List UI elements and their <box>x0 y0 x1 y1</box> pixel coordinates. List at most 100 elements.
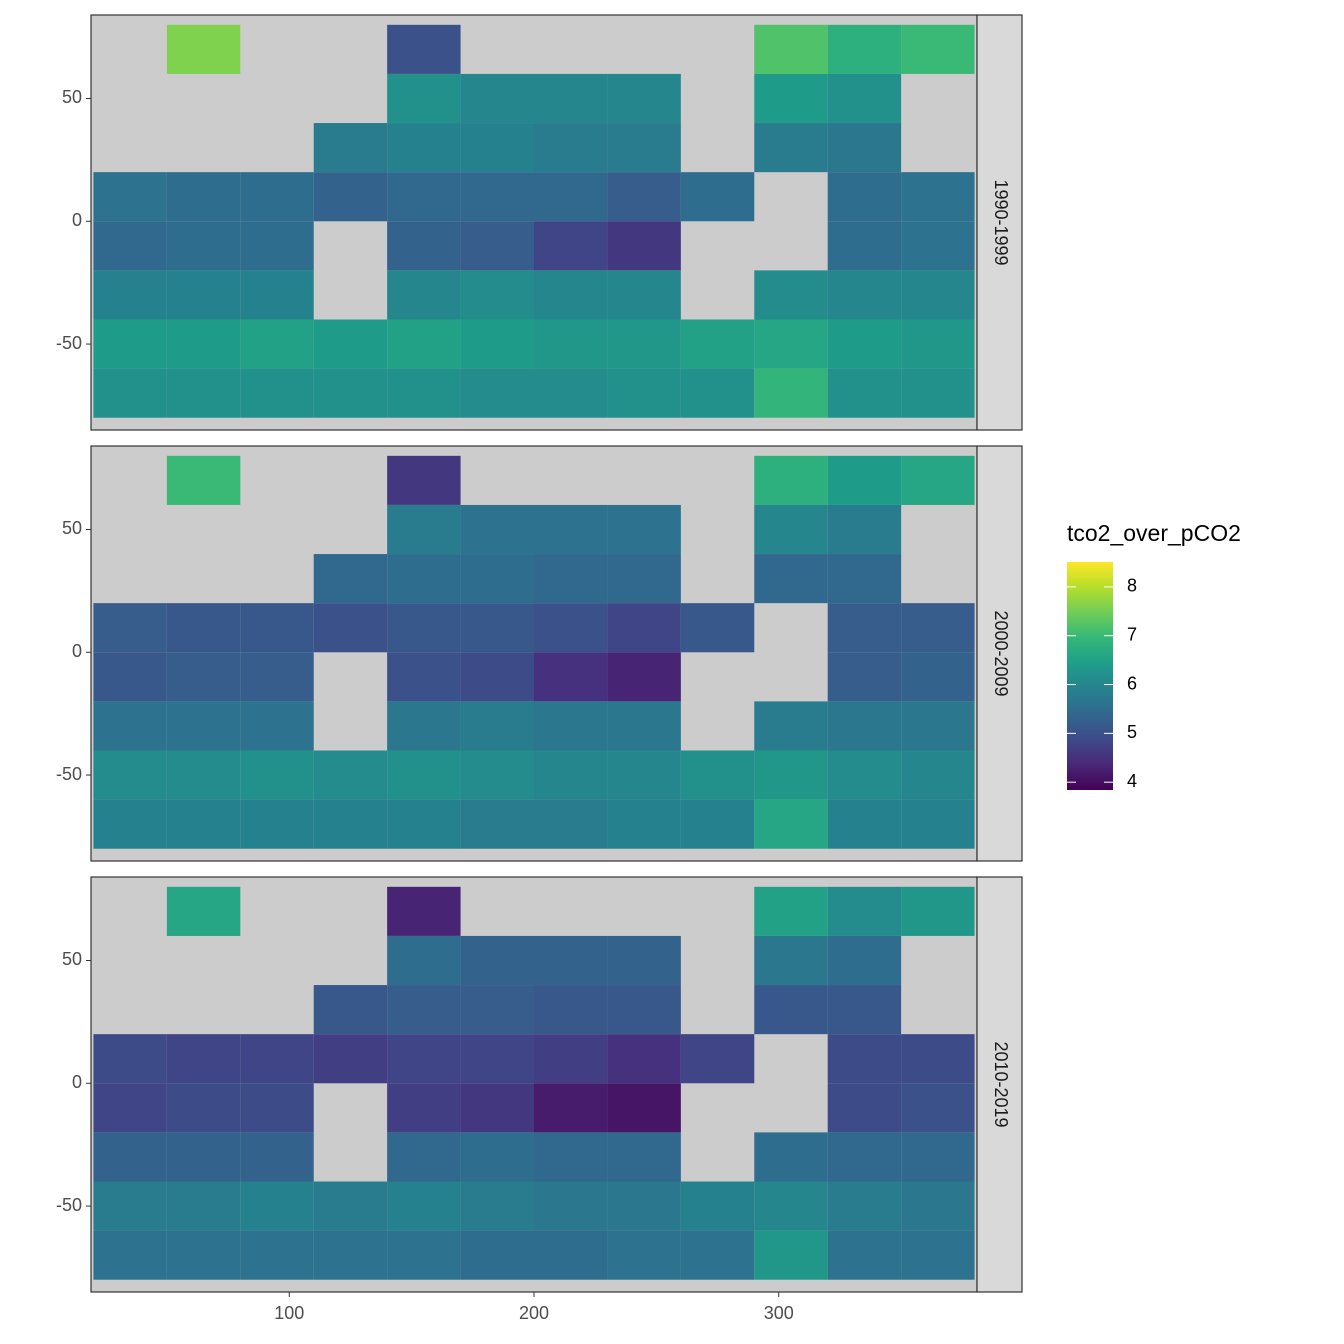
cell <box>387 554 461 604</box>
cell <box>313 603 388 653</box>
cell <box>93 799 167 849</box>
cell <box>754 935 828 986</box>
cell <box>534 750 608 800</box>
cell <box>387 701 461 751</box>
cell <box>901 701 975 751</box>
colorbar <box>1067 562 1113 790</box>
cell <box>166 1181 241 1231</box>
cell <box>754 1230 828 1280</box>
cell <box>387 123 461 173</box>
strip <box>976 876 1023 1293</box>
cell <box>901 886 975 936</box>
cell <box>460 750 534 800</box>
cell <box>680 319 755 369</box>
x-tick-label: 100 <box>274 1303 304 1323</box>
y-tick-label: -50 <box>56 1195 82 1215</box>
y-tick-label: 50 <box>62 518 82 538</box>
x-tick-label: 200 <box>519 1303 549 1323</box>
cell <box>460 270 534 320</box>
cell <box>93 1230 167 1280</box>
cell <box>387 1034 461 1084</box>
cell <box>754 985 828 1035</box>
cell <box>607 652 681 702</box>
cell <box>534 1083 608 1133</box>
cell <box>93 701 167 751</box>
cell <box>534 73 608 124</box>
cell <box>93 1181 167 1231</box>
cell <box>534 603 608 653</box>
cell <box>534 504 608 555</box>
strip-label: 1990-1999 <box>991 179 1011 265</box>
cell <box>387 603 461 653</box>
cell <box>827 1181 902 1231</box>
x-tick-label: 300 <box>764 1303 794 1323</box>
cell <box>680 368 755 418</box>
cell <box>93 1083 167 1133</box>
cell <box>827 221 902 271</box>
cell <box>607 1034 681 1084</box>
cell <box>166 319 241 369</box>
cell <box>754 455 828 505</box>
cell <box>534 935 608 986</box>
cell <box>901 172 975 222</box>
cell <box>166 1083 241 1133</box>
cell <box>827 1132 902 1182</box>
cell <box>607 1132 681 1182</box>
cell <box>680 1034 755 1084</box>
y-tick-label: 0 <box>72 1072 82 1092</box>
cell <box>680 603 755 653</box>
cell <box>607 1083 681 1133</box>
cell <box>534 123 608 173</box>
cell <box>680 1230 755 1280</box>
cell <box>313 799 388 849</box>
cell <box>166 368 241 418</box>
cell <box>534 319 608 369</box>
cell <box>827 172 902 222</box>
cell <box>166 1132 241 1182</box>
cell <box>93 652 167 702</box>
cell <box>240 319 314 369</box>
cell <box>387 1230 461 1280</box>
strip <box>976 445 1023 862</box>
cell <box>240 1181 314 1231</box>
cell <box>240 1034 314 1084</box>
cell <box>754 1181 828 1231</box>
cell <box>387 750 461 800</box>
cell <box>387 1181 461 1231</box>
cell <box>607 504 681 555</box>
cell <box>607 368 681 418</box>
colorbar-label: 7 <box>1127 624 1137 644</box>
cell <box>827 985 902 1035</box>
cell <box>827 935 902 986</box>
raster <box>93 24 975 418</box>
cell <box>387 319 461 369</box>
cell <box>166 750 241 800</box>
cell <box>313 172 388 222</box>
cell <box>680 1181 755 1231</box>
cell <box>460 1083 534 1133</box>
cell <box>313 985 388 1035</box>
cell <box>901 1181 975 1231</box>
strip-label: 2010-2019 <box>991 1041 1011 1127</box>
cell <box>680 172 755 222</box>
cell <box>460 985 534 1035</box>
colorbar-label: 8 <box>1127 576 1137 596</box>
colorbar-label: 4 <box>1127 771 1137 791</box>
cell <box>460 1181 534 1231</box>
cell <box>534 1132 608 1182</box>
cell <box>827 319 902 369</box>
cell <box>534 652 608 702</box>
cell <box>240 270 314 320</box>
cell <box>313 123 388 173</box>
cell <box>534 799 608 849</box>
cell <box>754 799 828 849</box>
cell <box>901 221 975 271</box>
cell <box>240 701 314 751</box>
cell <box>166 24 241 74</box>
cell <box>901 652 975 702</box>
cell <box>387 1132 461 1182</box>
cell <box>827 1230 902 1280</box>
cell <box>607 221 681 271</box>
cell <box>93 603 167 653</box>
y-tick-label: 0 <box>72 641 82 661</box>
